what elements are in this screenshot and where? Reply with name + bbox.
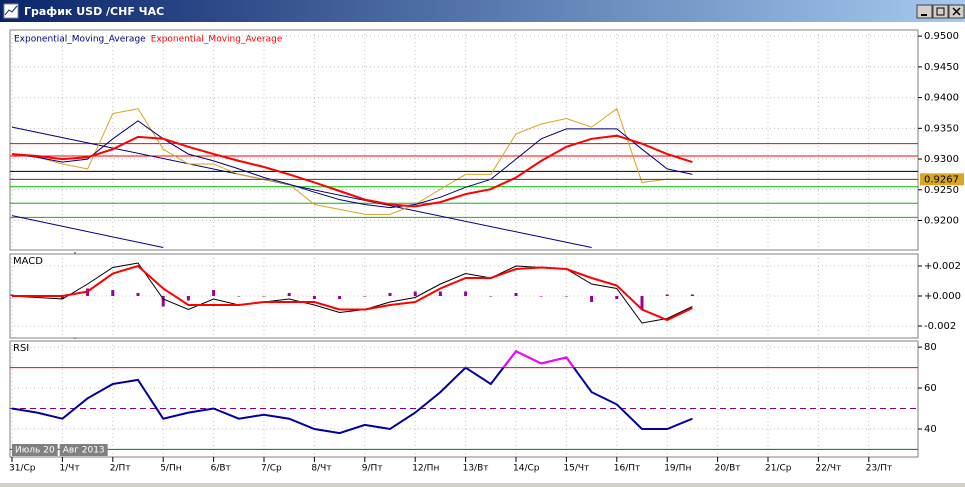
x-tick-label: 16/Пт bbox=[614, 464, 641, 474]
x-tick-label: 23/Пт bbox=[866, 464, 893, 474]
date-flag-box bbox=[12, 444, 58, 456]
x-tick-label: 12/Пн bbox=[412, 464, 439, 474]
series-line bbox=[11, 120, 693, 209]
y-tick-label: +0.002 bbox=[924, 261, 961, 272]
histogram-bar bbox=[161, 296, 165, 307]
panel-title: MACD bbox=[13, 256, 43, 267]
series-line bbox=[11, 262, 693, 324]
x-tick-label: 5/Пн bbox=[160, 464, 182, 474]
trend-line bbox=[11, 126, 592, 249]
trend-line bbox=[11, 215, 164, 249]
panel bbox=[9, 340, 919, 458]
restore-button[interactable] bbox=[932, 4, 949, 19]
histogram-bar bbox=[136, 293, 140, 296]
close-glyph bbox=[952, 7, 961, 16]
x-tick-label: 1/Чт bbox=[59, 464, 79, 474]
panel-title: RSI bbox=[13, 343, 29, 354]
y-tick-label: 80 bbox=[924, 342, 937, 353]
last-price-label: 0.9267 bbox=[924, 174, 959, 185]
window-icon-glyph bbox=[4, 5, 18, 16]
histogram-bar bbox=[489, 296, 493, 297]
histogram-bar bbox=[690, 294, 694, 296]
legend-entry: Exponential_Moving_Average bbox=[14, 35, 146, 45]
series-line bbox=[11, 134, 693, 208]
histogram-bar bbox=[262, 296, 266, 297]
histogram-bar bbox=[590, 296, 594, 302]
histogram-bar bbox=[665, 294, 669, 296]
y-tick-label: -0.002 bbox=[924, 321, 956, 332]
histogram-bar bbox=[237, 296, 241, 297]
x-tick-label: 22/Чт bbox=[815, 464, 841, 474]
y-tick-label: 0.9450 bbox=[924, 62, 959, 73]
date-flag-label: Авг 2013 bbox=[63, 446, 105, 456]
histogram-bar bbox=[564, 296, 568, 297]
x-tick-label: 20/Вт bbox=[715, 464, 741, 474]
histogram-bar bbox=[287, 293, 291, 296]
histogram-bar bbox=[111, 290, 115, 296]
histogram-bar bbox=[388, 293, 392, 296]
x-tick-label: 6/Вт bbox=[211, 464, 231, 474]
histogram-bar bbox=[438, 291, 442, 296]
histogram-bar bbox=[186, 296, 190, 301]
y-tick-label: 0.9500 bbox=[924, 31, 959, 42]
legend-entry: Exponential_Moving_Average bbox=[151, 35, 283, 45]
x-tick-label: 13/Вт bbox=[463, 464, 489, 474]
panel-content bbox=[10, 254, 918, 338]
window-title: График USD /CHF ЧАС bbox=[24, 5, 164, 18]
last-price-box bbox=[920, 173, 964, 186]
window-buttons[interactable] bbox=[916, 4, 965, 19]
y-tick-label: 0.9200 bbox=[924, 216, 959, 227]
histogram-bar bbox=[464, 291, 468, 296]
y-tick-label: 0.9250 bbox=[924, 185, 959, 196]
series-line bbox=[11, 349, 693, 435]
x-tick-label: 21/Ср bbox=[765, 464, 792, 474]
histogram-bar bbox=[212, 290, 216, 296]
x-tick-label: 19/Пн bbox=[664, 464, 691, 474]
histogram-bar bbox=[640, 296, 644, 310]
y-tick-label: 0.9350 bbox=[924, 123, 959, 134]
histogram-bar bbox=[338, 296, 342, 299]
histogram-bar bbox=[60, 296, 64, 299]
y-tick-label: 40 bbox=[924, 424, 937, 435]
histogram-bar bbox=[413, 291, 417, 296]
histogram-bar bbox=[615, 296, 619, 299]
x-tick-label: 8/Чт bbox=[311, 464, 331, 474]
series-line bbox=[12, 264, 693, 322]
panel-content bbox=[10, 30, 918, 250]
minimize-button[interactable] bbox=[916, 4, 933, 19]
restore-glyph bbox=[936, 7, 945, 16]
x-tick-label: 7/Ср bbox=[261, 464, 282, 474]
date-flag-box bbox=[59, 444, 108, 456]
date-flag-label: Июль 20 bbox=[15, 446, 55, 456]
x-tick-label: 15/Чт bbox=[563, 464, 589, 474]
y-tick-label: 60 bbox=[924, 383, 937, 394]
histogram-bar bbox=[363, 296, 367, 297]
panel-content bbox=[10, 341, 918, 457]
x-tick-label: 9/Пт bbox=[362, 464, 383, 474]
x-tick-label: 31/Ср bbox=[9, 464, 36, 474]
series-line bbox=[11, 107, 693, 215]
y-tick-label: +0.000 bbox=[924, 291, 961, 302]
histogram-bar bbox=[514, 293, 518, 296]
histogram-bar bbox=[539, 296, 543, 297]
y-tick-label: 0.9400 bbox=[924, 93, 959, 104]
y-tick-label: 0.9300 bbox=[924, 154, 959, 165]
x-tick-label: 2/Пт bbox=[110, 464, 131, 474]
histogram-bar bbox=[312, 296, 316, 299]
x-tick-label: 14/Ср bbox=[513, 464, 540, 474]
title-bar bbox=[0, 0, 965, 22]
